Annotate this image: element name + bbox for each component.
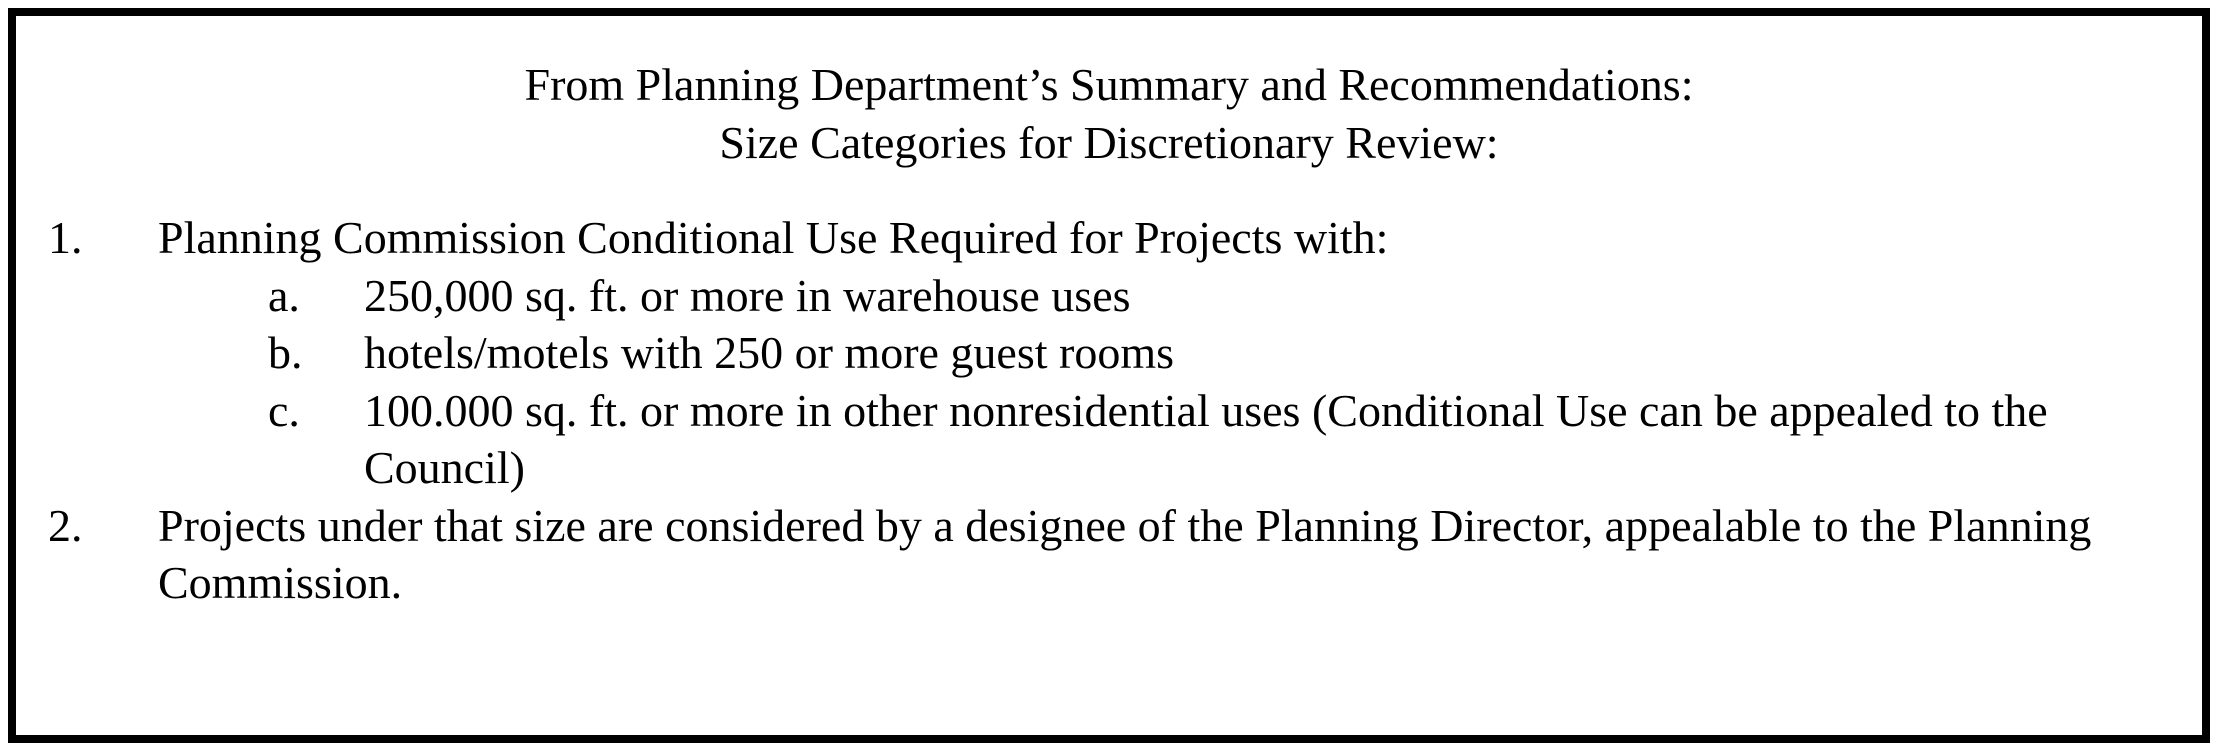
sub-letter: c. — [268, 382, 364, 440]
item-text: Planning Commission Conditional Use Requ… — [158, 212, 1388, 263]
item-text: Projects under that size are considered … — [158, 500, 2091, 609]
sub-item: a. 250,000 sq. ft. or more in warehouse … — [158, 267, 2170, 325]
sub-letter: b. — [268, 324, 364, 382]
sub-letter: a. — [268, 267, 364, 325]
sub-item: b. hotels/motels with 250 or more guest … — [158, 324, 2170, 382]
list-item: 1. Planning Commission Conditional Use R… — [48, 209, 2170, 497]
item-number: 2. — [48, 497, 158, 555]
ordered-list: 1. Planning Commission Conditional Use R… — [48, 209, 2170, 612]
document-header: From Planning Department’s Summary and R… — [48, 56, 2170, 171]
item-body: Projects under that size are considered … — [158, 497, 2170, 612]
list-item: 2. Projects under that size are consider… — [48, 497, 2170, 612]
page: From Planning Department’s Summary and R… — [0, 0, 2218, 751]
sub-text: 100.000 sq. ft. or more in other nonresi… — [364, 382, 2170, 497]
header-line-2: Size Categories for Discretionary Review… — [48, 114, 2170, 172]
sub-text: 250,000 sq. ft. or more in warehouse use… — [364, 267, 2170, 325]
sub-text: hotels/motels with 250 or more guest roo… — [364, 324, 2170, 382]
sub-list: a. 250,000 sq. ft. or more in warehouse … — [158, 267, 2170, 497]
item-number: 1. — [48, 209, 158, 267]
item-body: Planning Commission Conditional Use Requ… — [158, 209, 2170, 497]
sub-item: c. 100.000 sq. ft. or more in other nonr… — [158, 382, 2170, 497]
header-line-1: From Planning Department’s Summary and R… — [48, 56, 2170, 114]
document-frame: From Planning Department’s Summary and R… — [8, 8, 2210, 743]
